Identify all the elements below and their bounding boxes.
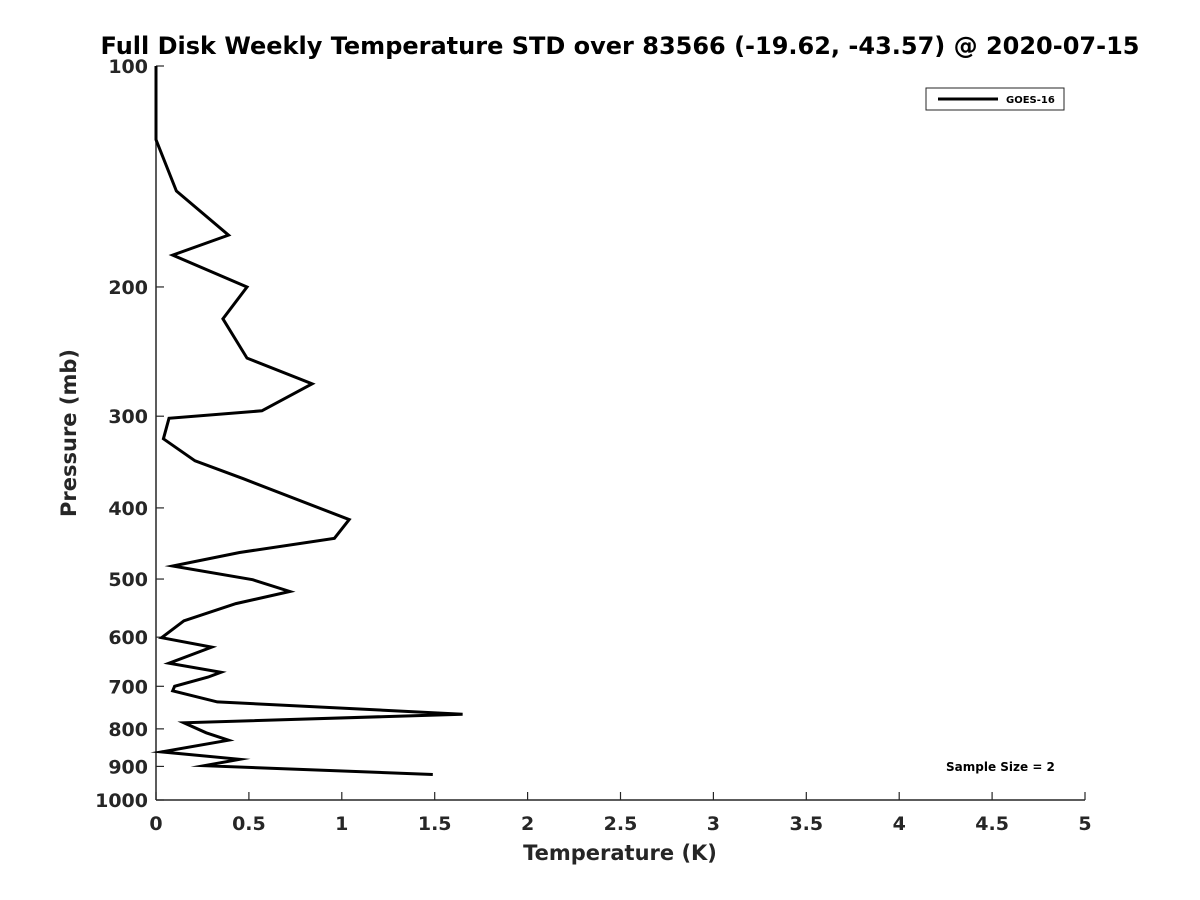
y-tick-label: 300 [108,406,148,428]
x-tick-label: 1.5 [418,813,452,835]
x-tick-label: 1 [335,813,348,835]
y-tick-label: 400 [108,498,148,520]
x-axis: 0 0.5 1 1.5 2 2.5 3 3.5 4 4.5 5 [149,792,1092,835]
y-tick-label: 800 [108,719,148,741]
series-layer [150,66,463,776]
x-axis-label: Temperature (K) [523,841,717,865]
x-tick-label: 0.5 [232,813,266,835]
y-tick-label: 200 [108,277,148,299]
x-tick-label: 5 [1078,813,1091,835]
y-tick-label: 500 [108,569,148,591]
y-axis-label: Pressure (mb) [57,349,81,517]
y-tick-label: 1000 [95,790,148,812]
x-tick-label: 0 [149,813,162,835]
x-tick-label: 4.5 [975,813,1009,835]
x-tick-label: 2 [521,813,534,835]
legend: GOES-16 [925,87,1065,111]
series-line-goes-16 [150,66,463,776]
sample-size-annotation: Sample Size = 2 [946,760,1055,774]
y-tick-label: 600 [108,627,148,649]
x-tick-label: 2.5 [604,813,638,835]
plot-area [156,66,1085,800]
y-tick-label: 100 [108,56,148,78]
y-tick-label: 900 [108,756,148,778]
x-tick-label: 4 [893,813,906,835]
y-axis: 100 200 300 400 500 600 700 800 900 1000 [95,56,164,812]
chart-title: Full Disk Weekly Temperature STD over 83… [101,32,1140,60]
x-tick-label: 3 [707,813,720,835]
y-tick-label: 700 [108,676,148,698]
x-tick-label: 3.5 [789,813,823,835]
legend-label-goes-16: GOES-16 [1006,95,1055,106]
